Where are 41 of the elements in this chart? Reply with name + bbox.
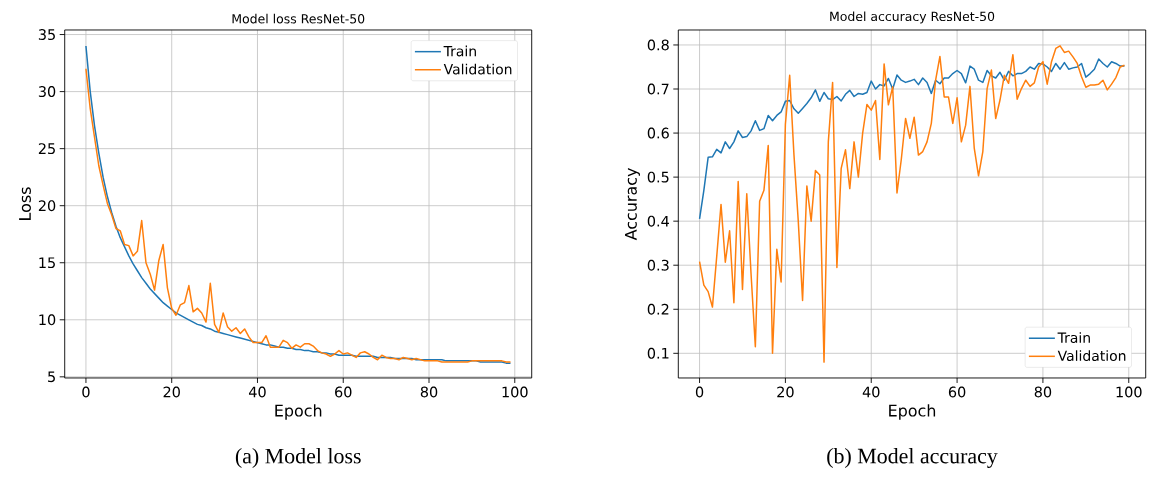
- x-tick-label: 80: [1034, 386, 1052, 398]
- y-tick-label: 0.1: [647, 347, 669, 359]
- x-tick-label: 60: [335, 386, 352, 398]
- y-tick-label: 0.3: [647, 259, 669, 271]
- x-tick-label: 0: [82, 386, 90, 398]
- legend-label: Validation: [1057, 350, 1126, 362]
- y-tick-label: 0.2: [647, 303, 669, 315]
- chart-title: Model loss ResNet-50: [232, 13, 365, 24]
- y-tick-label: 0.5: [647, 171, 669, 183]
- y-tick-label: 35: [38, 29, 55, 41]
- y-tick-label: 0.7: [647, 83, 669, 95]
- x-tick-label: 100: [1116, 386, 1142, 398]
- x-axis-title: Epoch: [889, 404, 936, 420]
- x-tick-label: 20: [163, 386, 180, 398]
- y-axis-title: Accuracy: [625, 168, 640, 241]
- y-axis-title: Loss: [19, 187, 31, 220]
- x-tick-label: 100: [502, 386, 528, 398]
- legend-label: Train: [443, 45, 476, 57]
- line-series: [698, 45, 1126, 363]
- line-series: [698, 58, 1126, 220]
- legend-label: Validation: [443, 63, 512, 75]
- y-tick-label: 0.8: [647, 39, 669, 51]
- x-tick-label: 80: [420, 386, 438, 398]
- y-tick-label: 30: [38, 86, 56, 98]
- y-tick-label: 10: [39, 314, 56, 326]
- y-tick-label: 15: [39, 257, 55, 269]
- x-axis-title: Epoch: [275, 404, 322, 420]
- y-tick-label: 0.4: [647, 215, 669, 227]
- y-tick-label: 20: [38, 200, 56, 212]
- y-tick-label: 0.6: [647, 127, 669, 139]
- x-tick-label: 0: [695, 386, 704, 398]
- x-tick-label: 40: [248, 386, 266, 398]
- text: (a) Model loss: [235, 448, 361, 468]
- text: (b) Model accuracy: [827, 448, 998, 468]
- y-tick-label: 5: [48, 371, 55, 383]
- x-tick-label: 20: [777, 386, 794, 398]
- y-tick-label: 25: [38, 143, 55, 155]
- legend-label: Train: [1057, 332, 1090, 343]
- chart-title: Model accuracy ResNet-50: [830, 11, 995, 24]
- x-tick-label: 60: [948, 386, 966, 398]
- x-tick-label: 40: [862, 386, 880, 398]
